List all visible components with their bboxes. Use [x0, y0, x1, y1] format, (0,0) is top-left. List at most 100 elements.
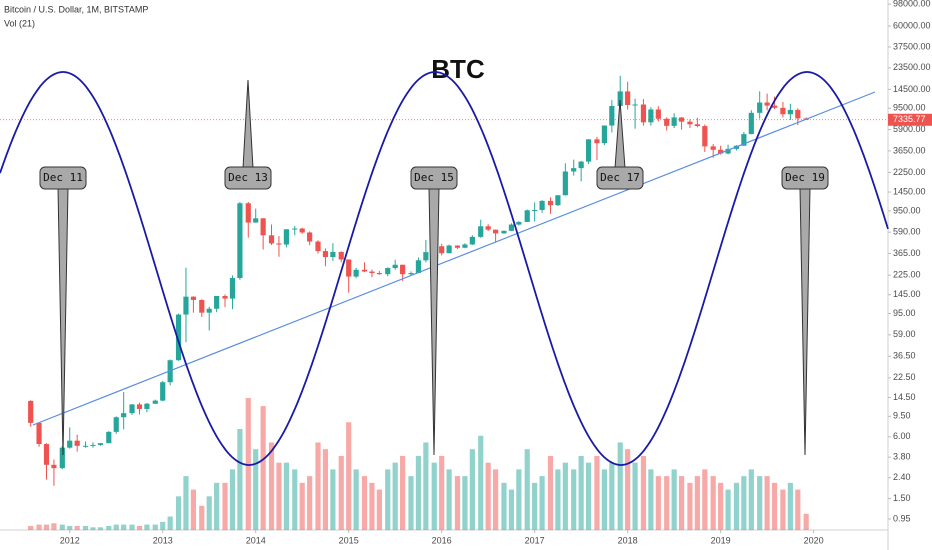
candle-body [74, 440, 80, 446]
callout-box [410, 166, 458, 190]
x-tick-label: 2015 [339, 535, 359, 545]
callout-box [781, 166, 829, 190]
candle-body [385, 268, 391, 275]
volume-bar [578, 455, 584, 530]
volume-bar [664, 476, 670, 530]
volume-pane [28, 398, 809, 530]
candle-body [478, 226, 484, 237]
y-tick-label: 59.00 [893, 329, 916, 339]
y-tick-label: 0.95 [893, 513, 911, 523]
candle-body [183, 296, 189, 315]
candle-body [369, 271, 375, 274]
volume-bar [199, 505, 205, 530]
volume-bar [97, 527, 104, 530]
candle-body [392, 264, 398, 269]
cycle-wave [0, 71, 889, 466]
volume-bar [346, 422, 352, 530]
candle-body [748, 112, 754, 135]
volume-bar [322, 449, 329, 530]
volume-bar [206, 496, 212, 530]
volume-bar [74, 525, 80, 530]
candle-body [655, 109, 661, 119]
candle-body [594, 139, 600, 144]
volume-bar [585, 462, 592, 530]
volume-bar [571, 469, 577, 530]
volume-bar [268, 442, 275, 530]
callout-label: Dec 11 [43, 171, 83, 184]
last-price-label: 7335.77 [893, 114, 926, 124]
candle-body [121, 413, 127, 418]
volume-bar [539, 476, 545, 530]
candle-body [59, 447, 65, 469]
y-tick-label: 225.00 [893, 270, 921, 280]
volume-bar [601, 469, 607, 530]
candle-body [90, 444, 96, 446]
volume-bar [292, 469, 298, 530]
volume-bar [299, 482, 305, 530]
volume-bar [376, 489, 382, 530]
volume-bar [160, 521, 166, 530]
candle-body [346, 259, 352, 277]
candle-body [361, 269, 368, 272]
volume-bar [28, 525, 34, 530]
volume-bar [469, 449, 475, 530]
volume-bar [59, 524, 65, 530]
candle-body [97, 443, 104, 445]
volume-bar [408, 476, 414, 530]
volume-bar [632, 462, 638, 530]
candle-body [106, 431, 112, 444]
y-tick-label: 98000.00 [893, 0, 931, 9]
candle-body [408, 273, 414, 275]
callout: Dec 13 [224, 79, 272, 190]
volume-bar [764, 476, 770, 530]
volume-bar [260, 406, 266, 530]
candle-body [353, 269, 359, 277]
volume-bar [733, 482, 740, 530]
volume-bar [144, 524, 150, 530]
candle-body [562, 171, 568, 196]
volume-bar [106, 525, 112, 530]
candle-body [462, 244, 468, 248]
candle-body [539, 200, 545, 210]
candle-body [609, 105, 615, 126]
volume-bar [787, 482, 793, 530]
y-tick-label: 1450.00 [893, 186, 926, 196]
volume-bar [555, 469, 561, 530]
callout-label: Dec 13 [228, 171, 268, 184]
candle-body [268, 235, 275, 244]
candle-body [229, 278, 236, 299]
candle-body [190, 296, 197, 300]
candle-body [113, 417, 119, 432]
volume-bar [423, 442, 429, 530]
candle-body [206, 308, 212, 313]
volume-bar [353, 469, 359, 530]
volume-bar [113, 524, 119, 530]
volume-bar [671, 469, 677, 530]
candle-body [578, 161, 584, 169]
volume-bar [90, 527, 96, 530]
volume-bar [516, 469, 522, 530]
x-tick-label: 2017 [525, 535, 545, 545]
candle-body [585, 139, 592, 162]
volume-bar [315, 442, 321, 530]
volume-bar [67, 525, 73, 530]
volume-bar [369, 482, 375, 530]
volume-label: Vol (21) [4, 18, 35, 28]
candle-body [400, 264, 406, 275]
volume-bar [330, 469, 336, 530]
candle-body [322, 251, 329, 258]
volume-bar [439, 455, 445, 530]
candle-body [199, 299, 205, 313]
volume-bar [237, 428, 243, 530]
candle-body [51, 464, 57, 469]
candle-body [129, 404, 135, 414]
volume-bar [183, 476, 189, 530]
candle-body [253, 218, 259, 223]
x-tick-label: 2013 [153, 535, 173, 545]
last-price-box [888, 113, 932, 126]
volume-bar [702, 469, 708, 530]
y-tick-label: 950.00 [893, 205, 921, 215]
x-tick-label: 2016 [432, 535, 452, 545]
volume-bar [748, 469, 754, 530]
volume-bar [780, 489, 786, 530]
